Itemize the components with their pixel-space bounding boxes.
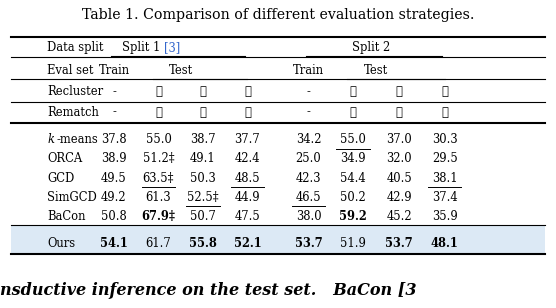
Text: 37.8: 37.8 <box>101 133 127 146</box>
Text: 37.4: 37.4 <box>432 191 458 204</box>
Text: ✓: ✓ <box>155 106 162 119</box>
Text: BaCon: BaCon <box>47 210 86 223</box>
Text: ✗: ✗ <box>441 85 448 98</box>
Text: ✗: ✗ <box>441 106 448 119</box>
Text: 50.8: 50.8 <box>101 210 127 223</box>
Text: 47.5: 47.5 <box>235 210 260 223</box>
Text: 34.9: 34.9 <box>340 152 366 165</box>
Text: Table 1. Comparison of different evaluation strategies.: Table 1. Comparison of different evaluat… <box>82 8 474 22</box>
Text: 38.0: 38.0 <box>296 210 321 223</box>
Text: 49.1: 49.1 <box>190 152 216 165</box>
Text: 45.2: 45.2 <box>386 210 412 223</box>
Text: Data split: Data split <box>47 41 104 54</box>
Text: -: - <box>112 106 116 119</box>
Text: 54.4: 54.4 <box>340 172 366 184</box>
Text: 46.5: 46.5 <box>296 191 321 204</box>
Text: 32.0: 32.0 <box>386 152 412 165</box>
Text: Recluster: Recluster <box>47 85 103 98</box>
Text: Train: Train <box>293 64 324 77</box>
Text: nsductive inference on the test set.   BaCon [3: nsductive inference on the test set. BaC… <box>0 282 416 299</box>
Text: 53.7: 53.7 <box>295 237 322 250</box>
Text: Ours: Ours <box>47 237 76 250</box>
Text: 50.3: 50.3 <box>190 172 216 184</box>
Text: 38.1: 38.1 <box>432 172 458 184</box>
Text: 63.5‡: 63.5‡ <box>143 172 174 184</box>
Text: 51.2‡: 51.2‡ <box>143 152 174 165</box>
Text: 49.5: 49.5 <box>101 172 127 184</box>
Text: ✗: ✗ <box>244 106 251 119</box>
Text: 38.9: 38.9 <box>101 152 127 165</box>
Text: 35.9: 35.9 <box>432 210 458 223</box>
Text: 42.4: 42.4 <box>235 152 260 165</box>
Text: Rematch: Rematch <box>47 106 99 119</box>
Text: 61.7: 61.7 <box>146 237 171 250</box>
Text: Train: Train <box>98 64 130 77</box>
Text: 25.0: 25.0 <box>296 152 321 165</box>
Text: ✓: ✓ <box>396 106 403 119</box>
Text: 48.1: 48.1 <box>431 237 459 250</box>
Text: 40.5: 40.5 <box>386 172 412 184</box>
Text: 38.7: 38.7 <box>190 133 216 146</box>
Text: ✗: ✗ <box>396 85 403 98</box>
Text: 42.9: 42.9 <box>386 191 412 204</box>
Text: 37.7: 37.7 <box>235 133 260 146</box>
Text: 34.2: 34.2 <box>296 133 321 146</box>
Text: ✓: ✓ <box>155 85 162 98</box>
Text: -: - <box>112 85 116 98</box>
Text: ✓: ✓ <box>350 106 356 119</box>
Text: Eval set: Eval set <box>47 64 94 77</box>
Text: 59.2: 59.2 <box>339 210 367 223</box>
Text: ORCA: ORCA <box>47 152 82 165</box>
Text: ✗: ✗ <box>244 85 251 98</box>
Text: -: - <box>307 106 310 119</box>
Text: 54.1: 54.1 <box>100 237 128 250</box>
Text: Test: Test <box>364 64 388 77</box>
Text: ✓: ✓ <box>200 106 206 119</box>
Text: 50.2: 50.2 <box>340 191 366 204</box>
Text: Split 1: Split 1 <box>122 41 164 54</box>
Text: SimGCD: SimGCD <box>47 191 97 204</box>
Text: ✗: ✗ <box>200 85 206 98</box>
Text: GCD: GCD <box>47 172 75 184</box>
Text: 44.9: 44.9 <box>235 191 260 204</box>
Text: 29.5: 29.5 <box>432 152 458 165</box>
Text: Test: Test <box>168 64 193 77</box>
Bar <box>11 225 545 253</box>
Text: 30.3: 30.3 <box>432 133 458 146</box>
Text: 50.7: 50.7 <box>190 210 216 223</box>
Text: 53.7: 53.7 <box>385 237 413 250</box>
Text: 42.3: 42.3 <box>296 172 321 184</box>
Text: 55.8: 55.8 <box>189 237 217 250</box>
Text: 37.0: 37.0 <box>386 133 412 146</box>
Text: k: k <box>47 133 54 146</box>
Text: Split 2: Split 2 <box>352 41 390 54</box>
Text: 55.0: 55.0 <box>340 133 366 146</box>
Text: 48.5: 48.5 <box>235 172 260 184</box>
Text: -means: -means <box>56 133 98 146</box>
Text: 67.9‡: 67.9‡ <box>141 210 176 223</box>
Text: 52.1: 52.1 <box>234 237 261 250</box>
Text: 51.9: 51.9 <box>340 237 366 250</box>
Text: [3]: [3] <box>164 41 180 54</box>
Text: ✓: ✓ <box>350 85 356 98</box>
Text: 49.2: 49.2 <box>101 191 127 204</box>
Text: 52.5‡: 52.5‡ <box>187 191 219 204</box>
Text: -: - <box>307 85 310 98</box>
Text: 55.0: 55.0 <box>146 133 171 146</box>
Text: 61.3: 61.3 <box>146 191 171 204</box>
